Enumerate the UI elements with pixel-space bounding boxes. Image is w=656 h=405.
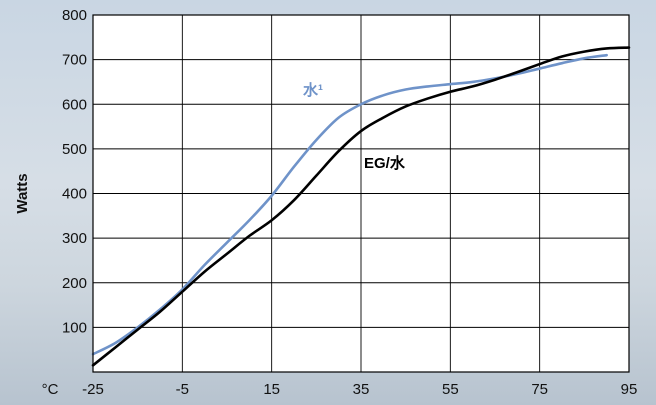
x-tick-label: 15 <box>263 381 280 398</box>
series-line-1 <box>91 46 631 367</box>
series-lines <box>91 46 631 367</box>
x-tick-label: 55 <box>442 381 459 398</box>
series-labels: 水¹ EG/水 <box>303 81 406 172</box>
y-axis-label: Watts <box>14 173 31 213</box>
series-label-0: 水¹ <box>303 81 323 99</box>
x-tick-label: 95 <box>621 381 638 398</box>
y-tick-label: 100 <box>62 319 87 336</box>
y-tick-label: 500 <box>62 141 87 158</box>
y-tick-label: 800 <box>62 7 87 24</box>
x-tick-label: 75 <box>531 381 548 398</box>
x-tick-labels: -25 -5 15 35 55 75 95 <box>82 381 637 398</box>
x-tick-label: -25 <box>82 381 104 398</box>
y-tick-labels: 100 200 300 400 500 600 700 800 <box>62 7 87 336</box>
x-tick-label: -5 <box>176 381 189 398</box>
series-label-1: EG/水 <box>364 154 406 172</box>
x-axis-label: °C <box>42 381 59 398</box>
y-tick-label: 300 <box>62 230 87 247</box>
x-tick-label: 35 <box>353 381 370 398</box>
series-line-0 <box>91 53 608 356</box>
y-tick-label: 200 <box>62 275 87 292</box>
plot-frame <box>92 14 630 373</box>
y-tick-label: 700 <box>62 52 87 69</box>
y-tick-label: 600 <box>62 96 87 113</box>
y-tick-label: 400 <box>62 186 87 203</box>
